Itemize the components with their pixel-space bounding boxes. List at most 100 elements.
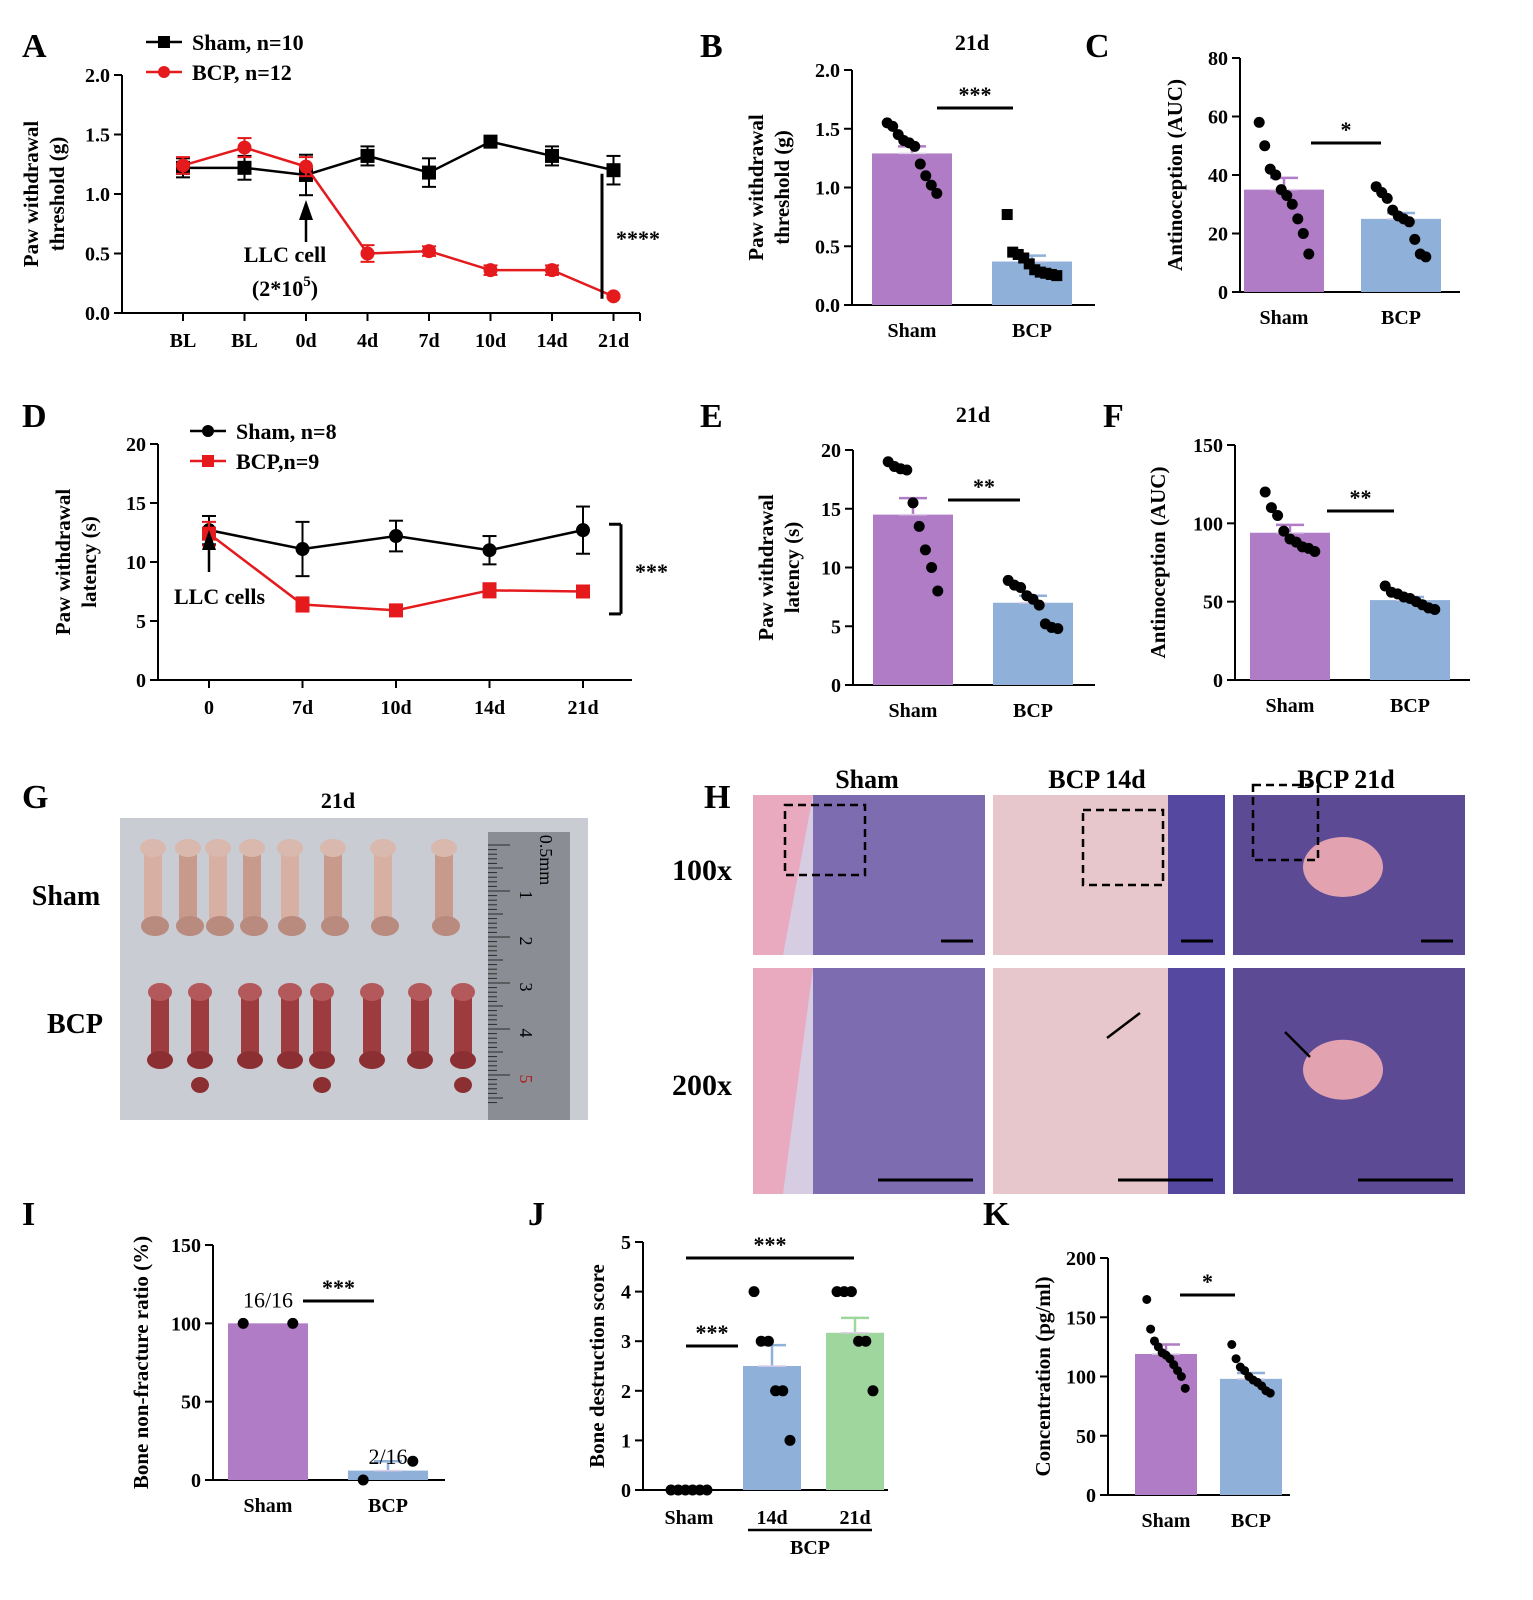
femur-condyle	[240, 916, 268, 936]
femur-bcp	[281, 992, 299, 1058]
femur-condyle	[187, 1051, 213, 1069]
bar-E-BCP	[993, 602, 1073, 685]
photo-row-label: Sham	[32, 881, 100, 912]
chart-B-y-tick-label: 1.5	[815, 119, 840, 141]
data-point-H-Sham	[237, 1317, 249, 1329]
data-point-E-Sham	[926, 562, 938, 573]
chart-J-y-label: Bone destruction score	[585, 1264, 609, 1468]
chart-A-x-tick-label: 0d	[295, 330, 316, 352]
histology-column-label: BCP 14d	[1048, 765, 1146, 794]
chart-K-y-label: Concentration (pg/ml)	[1031, 1276, 1055, 1476]
chart-C: 0 20 40 60 80 Antinoception (AUC) Sham BCP *	[1163, 48, 1460, 329]
histology-row-label: 200x	[672, 1069, 732, 1102]
data-point-A-1	[545, 263, 559, 278]
femur-condyle	[432, 916, 460, 936]
chart-E: 0 5 10 15 20 Paw withdrawallatency (s) 21d Sham…	[754, 402, 1095, 722]
chart-E-y-label-line: Paw withdrawal	[754, 494, 778, 641]
femur-head	[205, 839, 231, 857]
data-point-C-Sham	[1270, 169, 1282, 181]
chart-A-y-label-line: threshold (g)	[45, 137, 69, 252]
chart-C-x-tick-label: Sham	[1260, 307, 1309, 329]
panel-letter-G: G	[22, 779, 48, 816]
chart-D: 0 5 10 15 20 0 7d 10d 14d 21d Paw withdrawallatenc…	[51, 419, 668, 719]
data-point-J-14d	[784, 1434, 796, 1446]
femur-bcp	[151, 992, 169, 1058]
significance-label: ****	[616, 226, 660, 251]
data-point-E-Sham	[907, 497, 919, 509]
data-point-J-21d	[867, 1385, 879, 1397]
data-point-B-BCP	[1045, 268, 1057, 280]
data-point-K-BCP	[1265, 1388, 1275, 1398]
chart-E-title: 21d	[956, 402, 990, 427]
femur-condyle	[407, 1051, 433, 1069]
femur-bcp	[363, 992, 381, 1058]
femur-condyle	[450, 1051, 476, 1069]
bar-F-Sham	[1250, 532, 1330, 680]
data-point-E-Sham	[913, 520, 925, 532]
ruler	[488, 832, 570, 1120]
femur-sham	[243, 848, 261, 924]
chart-D-x-tick-label: 10d	[380, 697, 411, 719]
data-point-B-BCP	[1051, 270, 1063, 282]
data-point-D-1	[576, 584, 590, 599]
femur-bcp	[411, 992, 429, 1058]
data-point-A-1	[176, 158, 190, 173]
femur-head	[188, 983, 212, 1001]
data-point-B-Sham	[909, 140, 921, 152]
significance-label: *	[1341, 117, 1352, 142]
data-point-B-Sham	[887, 120, 899, 132]
data-point-B-BCP	[1007, 246, 1019, 258]
chart-C-y-label-line: Antinoception (AUC)	[1163, 79, 1187, 271]
significance-label: ***	[635, 559, 668, 584]
ruler-number: 3	[516, 983, 536, 992]
chart-C-x-tick-label: BCP	[1381, 307, 1421, 329]
data-point-A-0	[483, 134, 498, 149]
legend-marker	[202, 455, 214, 467]
data-point-A-0	[422, 165, 436, 180]
data-point-C-Sham	[1253, 116, 1265, 128]
data-point-A-0	[360, 148, 375, 163]
data-point-H-Sham	[287, 1317, 299, 1329]
bone-cortex	[753, 795, 813, 955]
bar-C-Sham	[1244, 189, 1324, 292]
data-point-A-1	[606, 289, 621, 304]
chart-H-y-tick-label: 50	[181, 1392, 201, 1414]
data-point-B-Sham	[920, 170, 932, 182]
chart-K: 0 50 100 150 200 Concentration (pg/ml) Sham BCP…	[1031, 1248, 1290, 1532]
data-point-B-BCP	[1040, 267, 1052, 279]
bar-J-14d	[743, 1366, 801, 1490]
data-point-F-BCP	[1429, 604, 1441, 615]
chart-J: 0 1 2 3 4 5 Bone destruction score Sham 14d 21d **…	[585, 1232, 888, 1559]
panel-letter-I: I	[22, 1196, 35, 1233]
femur-sham	[324, 848, 342, 924]
femur-condyle	[237, 1051, 263, 1069]
annotation-superscript: 5	[303, 274, 311, 290]
femur-head	[148, 983, 172, 1001]
data-point-J-Sham	[701, 1484, 713, 1496]
data-point-J-14d	[748, 1286, 760, 1298]
chart-A-x-tick-label: 4d	[357, 330, 378, 352]
data-point-K-Sham	[1176, 1372, 1186, 1381]
bone-tissue	[993, 795, 1168, 955]
data-point-E-BCP	[1015, 581, 1027, 593]
legend-entry: Sham, n=10	[192, 30, 304, 55]
chart-H-y-label: Bone non-fracture ratio (%)	[129, 1236, 153, 1489]
femur-condyle	[277, 1051, 303, 1069]
chart-J-y-label-line: Bone destruction score	[585, 1264, 609, 1468]
annotation-text: LLC cell	[244, 242, 327, 267]
data-point-D-1	[389, 603, 403, 618]
chart-E-y-tick-label: 20	[821, 440, 841, 462]
femur-condyle	[176, 916, 204, 936]
data-point-F-Sham	[1272, 510, 1284, 521]
annotation-arrow-head	[202, 530, 216, 550]
pointer-arrow	[1284, 1031, 1311, 1058]
chart-F: 0 50 100 150 Antinoception (AUC) Sham BCP **	[1146, 435, 1470, 717]
zoom-region-box	[1081, 808, 1165, 887]
data-point-H-BCP	[357, 1474, 369, 1486]
data-point-B-BCP	[1029, 264, 1041, 276]
panel-letter-F: F	[1103, 398, 1124, 435]
chart-D-x-tick-label: 0	[204, 697, 214, 719]
chart-A-x-tick-label: 21d	[598, 330, 629, 352]
chart-C-y-tick-label: 20	[1208, 224, 1228, 246]
data-point-A-0	[606, 163, 621, 178]
